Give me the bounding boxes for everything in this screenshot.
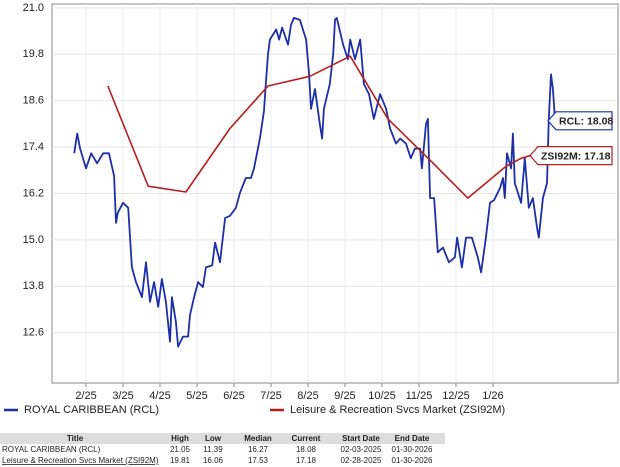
y-tick-label: 13.8 bbox=[23, 280, 44, 292]
legend-label: Leisure & Recreation Svcs Market (ZSI92M… bbox=[290, 404, 505, 416]
table-cell: 16.06 bbox=[203, 456, 224, 465]
end-label: ZSI92M: 17.18 bbox=[541, 150, 611, 162]
y-tick-label: 15.0 bbox=[23, 234, 44, 246]
table-header: Median bbox=[244, 434, 272, 443]
y-tick-label: 12.6 bbox=[23, 327, 44, 339]
table-header: Start Date bbox=[342, 434, 380, 443]
table-header: Low bbox=[205, 434, 222, 443]
table-cell: 17.18 bbox=[296, 456, 317, 465]
series-line bbox=[73, 17, 556, 348]
table-cell: 02-28-2025 bbox=[341, 456, 382, 465]
end-label: RCL: 18.08 bbox=[559, 116, 613, 128]
table-cell: ROYAL CARIBBEAN (RCL) bbox=[2, 445, 101, 454]
table-cell: 19.81 bbox=[170, 456, 191, 465]
table-cell: 01-30-2026 bbox=[392, 445, 433, 454]
table-cell: 11.39 bbox=[203, 445, 223, 454]
x-tick-label: 9/25 bbox=[334, 390, 355, 402]
x-tick-label: 7/25 bbox=[260, 390, 281, 402]
x-tick-label: 6/25 bbox=[223, 390, 244, 402]
table-cell: Leisure & Recreation Svcs Market (ZSI92M… bbox=[2, 456, 159, 465]
x-tick-label: 11/25 bbox=[406, 390, 433, 402]
table-cell: 02-03-2025 bbox=[341, 445, 382, 454]
table-cell: 21.05 bbox=[170, 445, 191, 454]
x-tick-label: 5/25 bbox=[186, 390, 207, 402]
x-tick-label: 3/25 bbox=[112, 390, 133, 402]
end-label-box bbox=[547, 111, 613, 131]
x-tick-label: 10/25 bbox=[368, 390, 396, 402]
x-tick-label: 4/25 bbox=[149, 390, 170, 402]
x-tick-label: 2/25 bbox=[75, 390, 96, 402]
series-line bbox=[107, 55, 531, 199]
legend-label: ROYAL CARIBBEAN (RCL) bbox=[24, 404, 159, 416]
table-header-bg bbox=[0, 433, 445, 444]
table-cell: 18.08 bbox=[296, 445, 317, 454]
table-cell: 16.27 bbox=[248, 445, 269, 454]
x-tick-label: 1/26 bbox=[482, 390, 503, 402]
y-tick-label: 19.8 bbox=[23, 48, 44, 60]
x-tick-label: 12/25 bbox=[442, 390, 470, 402]
y-tick-label: 17.4 bbox=[23, 141, 44, 153]
x-tick-label: 8/25 bbox=[297, 390, 318, 402]
table-header: Title bbox=[67, 434, 84, 443]
end-label-box bbox=[529, 146, 613, 166]
y-tick-label: 18.6 bbox=[23, 95, 44, 107]
table-cell: 01-30-2026 bbox=[392, 456, 433, 465]
table-header: High bbox=[171, 434, 189, 443]
table-header: Current bbox=[292, 434, 321, 443]
table-header: End Date bbox=[395, 434, 430, 443]
y-tick-label: 16.2 bbox=[23, 187, 44, 199]
y-tick-label: 21.0 bbox=[23, 2, 44, 14]
table-cell: 17.53 bbox=[248, 456, 269, 465]
